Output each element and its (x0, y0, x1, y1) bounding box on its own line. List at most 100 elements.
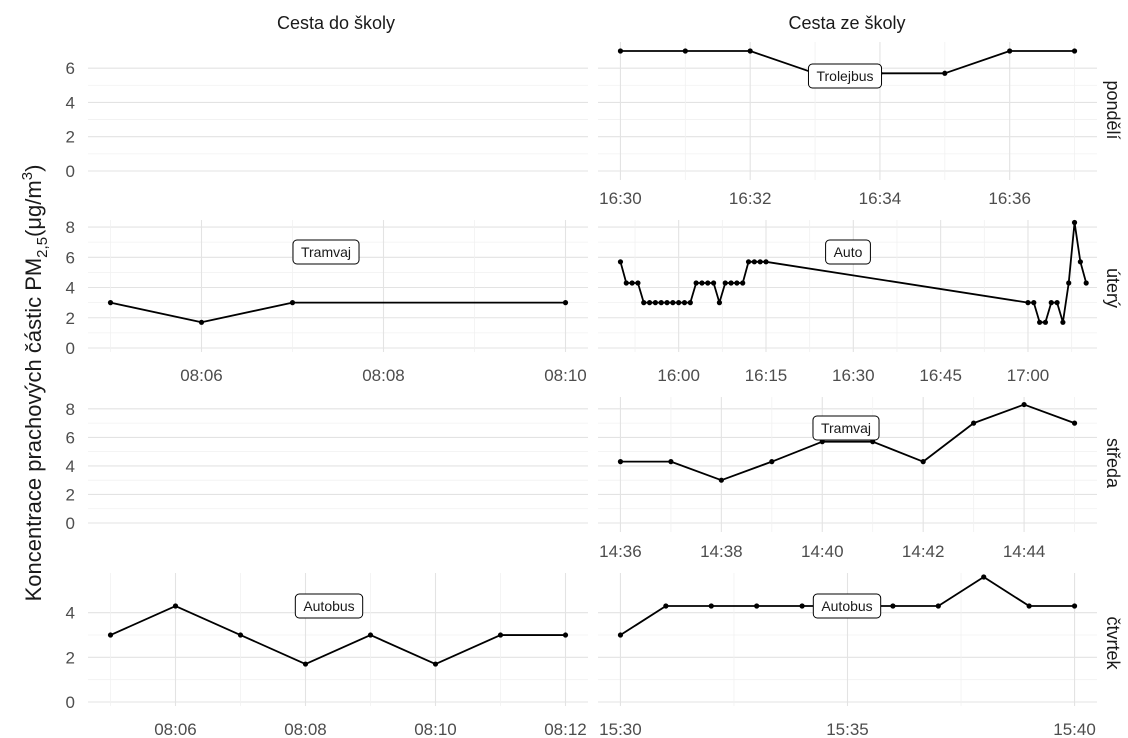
x-tick-label: 08:06 (154, 720, 197, 738)
y-tick-label: 2 (66, 485, 75, 504)
series-panel-3-0: 08:06 08:08 08:10 08:12 Autobus (107, 573, 587, 738)
x-tick-label: 14:40 (801, 542, 844, 561)
y-tick-label: 0 (66, 339, 75, 358)
data-point (708, 603, 714, 609)
y-tick-label: 0 (66, 514, 75, 533)
data-point (1083, 280, 1089, 286)
data-point (763, 259, 769, 265)
y-tick-label: 8 (66, 400, 75, 419)
data-point (664, 300, 670, 306)
series-line (110, 301, 566, 324)
data-point (757, 259, 763, 265)
y-tick-label: 4 (66, 93, 75, 112)
data-point (617, 48, 624, 54)
data-point (747, 48, 753, 54)
transport-mode-label: Autobus (294, 593, 364, 619)
data-point (562, 300, 569, 306)
x-tick-label: 14:44 (1003, 542, 1046, 561)
data-point (658, 300, 664, 306)
data-point (198, 319, 205, 325)
data-point (1060, 319, 1066, 325)
data-point (740, 280, 746, 286)
y-tick-label: 0 (66, 162, 75, 181)
data-point (617, 632, 624, 638)
series-panel-3-1: 15:30 15:35 15:40 Autobus (599, 573, 1096, 738)
data-point (623, 280, 629, 286)
x-tick-label: 16:30 (599, 189, 642, 208)
series-panel-1-1: 16:00 16:15 16:30 16:45 17:00 Auto (617, 219, 1089, 385)
data-point (652, 300, 658, 306)
y-axis-title: Koncentrace prachových částic PM2,5(μg/m… (19, 165, 51, 602)
transport-mode-box (812, 593, 882, 619)
data-point (1042, 319, 1049, 325)
transport-mode-label: Trolejbus (807, 63, 883, 89)
y-tick-label: 4 (66, 604, 75, 623)
x-tick-label: 17:00 (1007, 366, 1050, 385)
data-point (699, 280, 705, 286)
data-point (629, 280, 635, 286)
x-tick-label: 16:32 (729, 189, 772, 208)
data-point (681, 300, 688, 306)
transport-mode-label: Auto (825, 239, 871, 265)
panels: 0 2 4 6 0 2 4 6 8 0 2 4 6 8 0 2 4 16:30 16:32 16:34 16:36 Tro… (66, 42, 1097, 738)
x-tick-label: 08:10 (414, 720, 457, 738)
x-tick-label: 15:35 (826, 720, 869, 738)
x-tick-label: 14:42 (902, 542, 945, 561)
data-point (751, 259, 757, 265)
transport-mode-box (292, 239, 360, 265)
data-point (693, 280, 699, 286)
data-point (1026, 603, 1032, 609)
data-point (107, 300, 114, 306)
data-point (1054, 300, 1060, 306)
data-point (705, 280, 711, 286)
data-point (890, 603, 896, 609)
data-point (668, 459, 674, 465)
data-point (617, 259, 624, 265)
series-panel-1-0: 08:06 08:08 08:10 Tramvaj (107, 220, 587, 385)
data-point (942, 70, 948, 76)
data-point (1071, 420, 1078, 426)
transport-mode-text: Tramvaj (821, 420, 871, 436)
data-point (1077, 259, 1083, 265)
data-point (107, 632, 114, 638)
data-point (1071, 219, 1078, 226)
data-point (920, 459, 926, 465)
transport-mode-text: Tramvaj (301, 244, 351, 260)
data-point (728, 280, 734, 286)
x-tick-label: 08:10 (544, 366, 587, 385)
x-tick-label: 15:30 (599, 720, 642, 738)
data-point (641, 300, 647, 306)
x-tick-label: 16:34 (859, 189, 902, 208)
data-point (711, 280, 717, 286)
x-tick-label: 16:36 (988, 189, 1031, 208)
transport-mode-box (812, 415, 880, 441)
x-tick-label: 08:12 (544, 720, 587, 738)
row-title-tuesday: úterý (1103, 268, 1123, 308)
series-panel-2-1: 14:36 14:38 14:40 14:42 14:44 Tramvaj (599, 397, 1078, 561)
x-tick-label: 16:30 (832, 366, 875, 385)
transport-mode-label: Tramvaj (812, 415, 880, 441)
x-tick-label: 16:00 (657, 366, 700, 385)
series-line (620, 403, 1075, 482)
y-tick-label: 4 (66, 279, 75, 298)
data-point (745, 259, 752, 265)
data-point (289, 300, 296, 306)
x-tick-label: 14:36 (599, 542, 642, 561)
data-point (718, 477, 724, 483)
y-axis-title-sub: 2,5 (34, 237, 51, 258)
y-tick-label: 2 (66, 128, 75, 147)
data-point (676, 300, 682, 306)
y-axis-title-main: Koncentrace prachových částic PM (21, 258, 46, 602)
y-axis-title-unit: (μg/m (21, 180, 46, 237)
x-tick-label: 08:08 (284, 720, 327, 738)
series-line (110, 605, 566, 665)
data-point (237, 632, 244, 638)
data-point (682, 48, 688, 54)
data-point (562, 632, 569, 638)
data-point (687, 300, 693, 306)
data-point (935, 603, 941, 609)
data-point (635, 280, 641, 286)
data-point (1071, 603, 1078, 609)
y-tick-label: 8 (66, 218, 75, 237)
